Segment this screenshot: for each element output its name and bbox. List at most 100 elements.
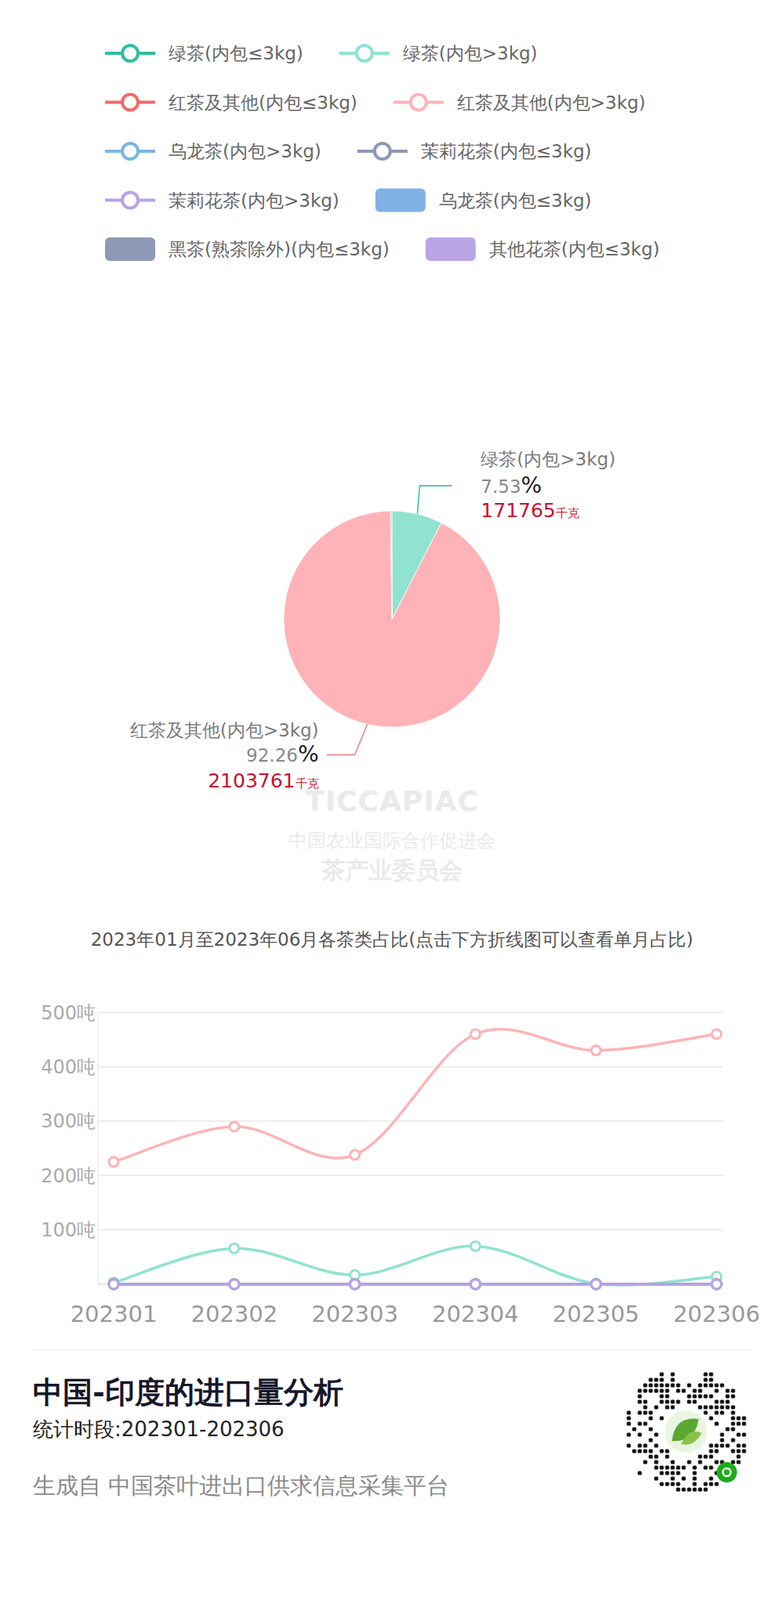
point[interactable] bbox=[229, 1122, 240, 1133]
weight-unit: 千克 bbox=[555, 506, 580, 521]
qr-dot bbox=[719, 1405, 724, 1410]
pie-slice[interactable] bbox=[283, 511, 501, 728]
line[interactable] bbox=[113, 1283, 717, 1287]
qr-dot bbox=[659, 1471, 664, 1476]
qr-dot bbox=[642, 1449, 647, 1454]
point[interactable] bbox=[350, 1280, 360, 1290]
qr-dot bbox=[736, 1455, 741, 1460]
qr-dot bbox=[703, 1488, 708, 1492]
point[interactable] bbox=[350, 1280, 360, 1290]
point[interactable] bbox=[108, 1280, 119, 1290]
point[interactable] bbox=[711, 1280, 722, 1290]
legend-swatch bbox=[375, 188, 426, 213]
line[interactable] bbox=[113, 1246, 717, 1286]
point[interactable] bbox=[108, 1280, 119, 1290]
qr-dot bbox=[675, 1488, 680, 1492]
point[interactable] bbox=[350, 1280, 360, 1290]
legend-item[interactable]: 绿茶(内包≤3kg) bbox=[105, 43, 304, 64]
line[interactable] bbox=[113, 1029, 717, 1162]
legend-item[interactable]: 乌龙茶(内包>3kg) bbox=[105, 141, 322, 162]
point[interactable] bbox=[229, 1280, 240, 1290]
point[interactable] bbox=[470, 1280, 480, 1290]
qr-dot bbox=[648, 1438, 653, 1443]
qr-dot bbox=[670, 1405, 675, 1410]
qr-dot bbox=[692, 1488, 697, 1492]
point[interactable] bbox=[470, 1030, 480, 1040]
point[interactable] bbox=[711, 1280, 722, 1290]
grid-line bbox=[98, 1230, 723, 1232]
qr-dot bbox=[626, 1411, 631, 1416]
point[interactable] bbox=[108, 1280, 119, 1290]
x-tick-label: 202305 bbox=[552, 1301, 640, 1329]
point[interactable] bbox=[711, 1280, 722, 1290]
line-series bbox=[108, 1280, 722, 1290]
legend-item[interactable]: 红茶及其他(内包>3kg) bbox=[393, 92, 647, 113]
point[interactable] bbox=[591, 1280, 601, 1290]
qr-code[interactable] bbox=[626, 1372, 746, 1492]
line[interactable] bbox=[113, 1283, 717, 1287]
point[interactable] bbox=[108, 1280, 119, 1290]
point[interactable] bbox=[229, 1280, 240, 1290]
line[interactable] bbox=[113, 1283, 717, 1287]
qr-dot bbox=[637, 1433, 642, 1438]
legend-item[interactable]: 红茶及其他(内包≤3kg) bbox=[105, 92, 358, 113]
point[interactable] bbox=[711, 1280, 722, 1290]
qr-dot bbox=[714, 1449, 719, 1454]
x-tick-label: 202303 bbox=[311, 1301, 399, 1329]
x-tick-label: 202301 bbox=[70, 1301, 158, 1329]
point[interactable] bbox=[229, 1280, 240, 1290]
qr-dot bbox=[708, 1466, 713, 1470]
legend-item[interactable]: 绿茶(内包>3kg) bbox=[339, 43, 538, 64]
point[interactable] bbox=[108, 1157, 119, 1168]
qr-dot bbox=[653, 1460, 658, 1465]
legend-item[interactable]: 其他花茶(内包≤3kg) bbox=[425, 237, 661, 262]
bar[interactable] bbox=[98, 1284, 108, 1286]
point[interactable] bbox=[229, 1280, 240, 1290]
legend-item[interactable]: 茉莉花茶(内包>3kg) bbox=[105, 190, 340, 211]
legend-item[interactable]: 乌龙茶(内包≤3kg) bbox=[375, 188, 592, 213]
qr-dot bbox=[703, 1466, 708, 1470]
point[interactable] bbox=[591, 1280, 601, 1290]
watermark-text: 中国农业国际合作促进会 bbox=[288, 830, 496, 853]
point[interactable] bbox=[470, 1280, 480, 1290]
point[interactable] bbox=[591, 1280, 601, 1290]
legend-label: 茉莉花茶(内包>3kg) bbox=[168, 190, 340, 211]
qr-dot bbox=[659, 1416, 664, 1421]
legend-item[interactable]: 茉莉花茶(内包≤3kg) bbox=[357, 141, 592, 162]
point[interactable] bbox=[108, 1280, 119, 1290]
qr-dot bbox=[725, 1405, 730, 1410]
point[interactable] bbox=[591, 1046, 601, 1057]
point[interactable] bbox=[711, 1030, 722, 1040]
legend-label: 乌龙茶(内包>3kg) bbox=[168, 141, 322, 162]
point[interactable] bbox=[470, 1241, 480, 1252]
qr-dot bbox=[730, 1394, 735, 1399]
qr-dot bbox=[719, 1400, 724, 1405]
qr-dot bbox=[708, 1477, 713, 1481]
pie-slice[interactable] bbox=[391, 511, 392, 620]
point[interactable] bbox=[470, 1280, 480, 1290]
point[interactable] bbox=[470, 1280, 480, 1290]
point[interactable] bbox=[591, 1280, 601, 1290]
qr-dot bbox=[719, 1433, 724, 1438]
point[interactable] bbox=[350, 1280, 360, 1290]
qr-dot bbox=[670, 1466, 675, 1470]
line[interactable] bbox=[113, 1283, 717, 1287]
qr-dot bbox=[664, 1405, 669, 1410]
point[interactable] bbox=[229, 1280, 240, 1290]
qr-dot bbox=[637, 1422, 642, 1427]
page: 绿茶(内包≤3kg) 绿茶(内包>3kg) 红茶及其他(内包≤3kg) 红茶及其他(内… bbox=[0, 0, 784, 1600]
point[interactable] bbox=[229, 1244, 240, 1254]
line[interactable] bbox=[113, 1283, 717, 1287]
point[interactable] bbox=[591, 1279, 601, 1289]
point[interactable] bbox=[591, 1280, 601, 1290]
pie-slice[interactable] bbox=[390, 511, 392, 620]
point[interactable] bbox=[350, 1280, 360, 1290]
legend-label: 绿茶(内包>3kg) bbox=[402, 43, 538, 64]
qr-dot bbox=[714, 1411, 719, 1416]
watermark-text: 茶产业委员会 bbox=[320, 856, 463, 885]
legend-item[interactable]: 黑茶(熟茶除外)(内包≤3kg) bbox=[105, 237, 390, 262]
point[interactable] bbox=[350, 1150, 360, 1161]
bar[interactable] bbox=[722, 1284, 731, 1286]
point[interactable] bbox=[470, 1280, 480, 1290]
point[interactable] bbox=[711, 1280, 722, 1290]
